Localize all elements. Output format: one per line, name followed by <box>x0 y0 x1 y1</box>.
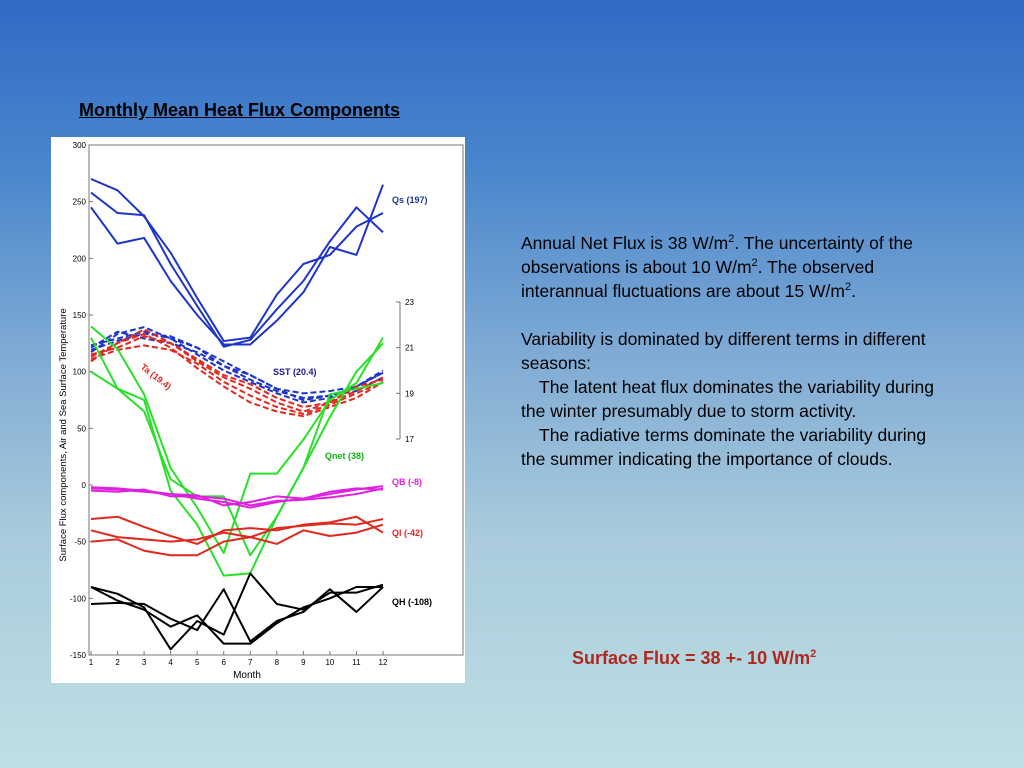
series-line-ta <box>90 335 384 409</box>
series-line-ql <box>90 518 384 543</box>
x-tick-label: 1 <box>89 658 94 667</box>
series-line-qb <box>90 487 384 507</box>
superscript-2: 2 <box>751 257 758 270</box>
para1-part-a: Annual Net Flux is 38 W/m <box>521 233 729 253</box>
x-tick-label: 7 <box>248 658 253 667</box>
series-line-qnet <box>90 342 384 557</box>
series-label-qb: QB (-8) <box>392 477 422 487</box>
x-tick-label: 11 <box>352 658 361 667</box>
x-tick-label: 10 <box>325 658 334 667</box>
summary-text: Surface Flux = 38 +- 10 W/m <box>572 648 811 668</box>
series-line-qh <box>90 586 384 643</box>
y-tick-label: 100 <box>73 368 87 377</box>
paragraph-variability: Variability is dominated by different te… <box>521 329 926 373</box>
x-tick-label: 2 <box>115 658 120 667</box>
series-label-ql: Ql (-42) <box>392 528 423 538</box>
paragraph-latent-heat: The latent heat flux dominates the varia… <box>521 377 934 421</box>
x-tick-label: 8 <box>275 658 280 667</box>
paragraph-net-flux: Annual Net Flux is 38 W/m2. The uncertai… <box>521 231 951 303</box>
series-line-qh <box>90 586 383 645</box>
series-line-ql <box>90 523 384 557</box>
temperature-tick-label: 23 <box>405 298 414 307</box>
series-label-qnet: Qnet (38) <box>325 451 364 461</box>
temperature-tick-label: 21 <box>405 344 414 353</box>
y-tick-label: 300 <box>73 141 87 150</box>
x-tick-label: 12 <box>379 658 388 667</box>
y-axis-label: Surface Flux components, Air and Sea Sur… <box>58 308 69 561</box>
x-tick-label: 9 <box>301 658 306 667</box>
para1-part-d: . <box>851 281 856 301</box>
series-line-sst <box>90 326 384 404</box>
temperature-tick-label: 17 <box>405 435 414 444</box>
y-tick-label: 0 <box>82 481 87 490</box>
chart-title: Monthly Mean Heat Flux Components <box>79 100 401 120</box>
superscript-2: 2 <box>728 233 735 246</box>
plot-frame <box>88 144 464 656</box>
y-tick-label: 150 <box>73 311 87 320</box>
y-tick-label: -50 <box>74 538 86 547</box>
surface-flux-summary: Surface Flux = 38 +- 10 W/m2 <box>572 648 816 669</box>
x-tick-label: 6 <box>222 658 227 667</box>
series-line-sst <box>90 330 384 395</box>
para1-part-b: . The uncertainty of the observations is… <box>521 233 913 277</box>
series-line-qh <box>90 572 384 651</box>
series-label-ta: Ta (19.4) <box>139 362 173 392</box>
y-tick-label: -150 <box>70 651 87 660</box>
x-tick-label: 5 <box>195 658 200 667</box>
series-line-qb <box>90 487 384 507</box>
para1-part-c: . The observed interannual fluctuations … <box>521 257 875 301</box>
series-line-qnet <box>90 325 384 554</box>
x-tick-label: 3 <box>142 658 147 667</box>
series-line-qs <box>90 184 384 346</box>
y-tick-label: 200 <box>73 254 87 263</box>
series-line-qs <box>90 178 384 343</box>
series-line-ta <box>90 344 384 415</box>
y-tick-label: 250 <box>73 198 87 207</box>
x-axis-label: Month <box>233 670 261 681</box>
series-label-qh: QH (-108) <box>392 597 432 607</box>
series-label-qs: Qs (197) <box>392 195 428 205</box>
series-line-qs <box>90 191 384 348</box>
series-line-qnet <box>90 337 384 577</box>
y-tick-label: 50 <box>77 424 86 433</box>
series-line-ql <box>90 515 384 545</box>
series-line-ta <box>90 332 384 418</box>
paragraph-radiative: The radiative terms dominate the variabi… <box>521 425 927 469</box>
chart-panel: 300 250 200 150 100 50 0 -50 -100 -150 1 2 3 4 5 6 7 8 9 10… <box>51 137 465 683</box>
summary-superscript: 2 <box>810 648 817 660</box>
series-line-sst <box>90 330 384 399</box>
body-text: Annual Net Flux is 38 W/m2. The uncertai… <box>521 231 951 471</box>
superscript-2: 2 <box>844 281 852 294</box>
x-tick-label: 4 <box>168 658 173 667</box>
temperature-tick-label: 19 <box>405 389 414 398</box>
y-tick-label: -100 <box>70 594 87 603</box>
series-label-sst: SST (20.4) <box>273 367 317 377</box>
